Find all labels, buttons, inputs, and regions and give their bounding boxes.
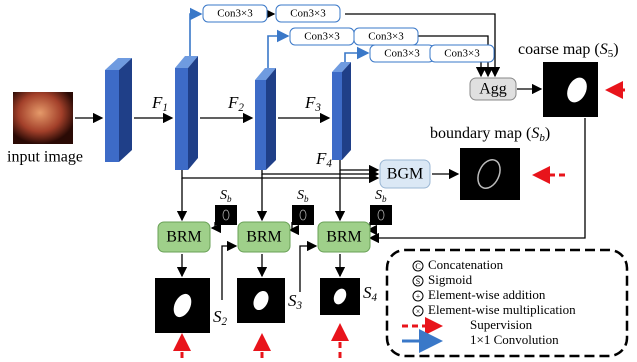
legend-text: 1×1 Convolution — [470, 332, 559, 347]
conv-label: Con3×3 — [368, 31, 404, 43]
legend-icon: + — [416, 292, 421, 301]
feature-label: F1 — [151, 93, 168, 114]
conv-label: Con3×3 — [290, 8, 326, 20]
output-label: S3 — [288, 291, 303, 312]
sb-map — [292, 205, 314, 225]
legend-text: Supervision — [470, 317, 533, 332]
feature-label: F4 — [315, 149, 332, 170]
feature-label: F2 — [227, 93, 244, 114]
input-image — [13, 92, 73, 144]
conv-label: Con3×3 — [304, 31, 340, 43]
agg-label: Agg — [479, 81, 507, 98]
legend-text: Concatenation — [428, 257, 504, 272]
conv-label: Con3×3 — [384, 48, 420, 60]
legend-text: Element-wise multiplication — [428, 302, 576, 317]
legend-text: Sigmoid — [428, 272, 473, 287]
brm-label: BRM — [246, 229, 282, 246]
sb-label: Sb — [375, 188, 387, 204]
legend-text: Element-wise addition — [428, 287, 546, 302]
legend-icon: S — [416, 277, 420, 286]
output-label: S4 — [363, 283, 378, 304]
bgm-label: BGM — [387, 166, 423, 183]
brm-label: BRM — [166, 229, 202, 246]
feature-label: F3 — [304, 93, 321, 114]
boundary-map — [460, 148, 520, 200]
legend: C Concatenation S Sigmoid + Element-wise addi… — [402, 257, 576, 347]
boundary-map-label: boundary map (Sb) — [430, 125, 550, 144]
conv-label: Con3×3 — [217, 8, 253, 20]
diagram: input image Con3×3 Con3×3 Con3×3 Con3×3 Con3… — [0, 0, 637, 362]
brm-label: BRM — [326, 229, 362, 246]
sb-map — [370, 205, 392, 225]
legend-icon: C — [415, 262, 420, 271]
conv-label: Con3×3 — [444, 48, 480, 60]
coarse-map-label: coarse map (S5) — [518, 41, 619, 60]
sb-map — [215, 205, 237, 225]
legend-icon: × — [416, 307, 421, 316]
sb-label: Sb — [220, 188, 232, 204]
output-label: S2 — [213, 307, 228, 328]
encoder-blocks — [105, 56, 351, 170]
sb-label: Sb — [297, 188, 309, 204]
input-label: input image — [7, 149, 83, 166]
